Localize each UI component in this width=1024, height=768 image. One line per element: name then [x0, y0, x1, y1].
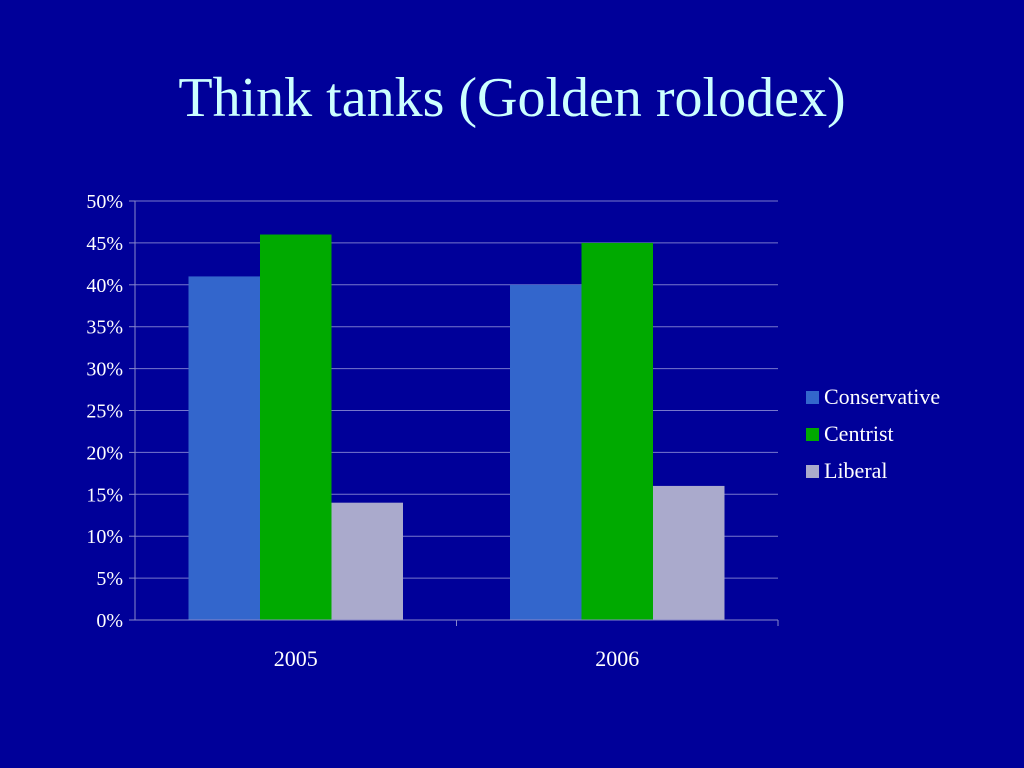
y-tick-label: 10% — [86, 526, 123, 548]
y-tick-label: 20% — [86, 442, 123, 464]
x-category-label: 2005 — [274, 646, 318, 671]
y-tick-label: 15% — [86, 484, 123, 506]
y-tick-label: 30% — [86, 359, 123, 381]
x-category-label: 2006 — [595, 646, 639, 671]
bar-liberal-2006 — [653, 485, 725, 620]
bar-liberal-2005 — [331, 502, 403, 620]
bar-centrist-2005 — [260, 234, 332, 620]
y-tick-label: 35% — [86, 317, 123, 339]
y-tick-label: 50% — [86, 191, 123, 213]
legend-swatch — [806, 428, 819, 441]
legend: Conservative Centrist Liberal — [806, 384, 940, 483]
legend-label: Centrist — [824, 421, 894, 446]
bar-conservative-2005 — [188, 276, 260, 620]
y-tick-label: 5% — [96, 568, 123, 590]
bars — [188, 234, 725, 620]
legend-label: Conservative — [824, 384, 940, 409]
y-tick-label: 25% — [86, 401, 123, 423]
y-tick-label: 45% — [86, 233, 123, 255]
y-tick-label: 40% — [86, 275, 123, 297]
legend-swatch — [806, 391, 819, 404]
legend-label: Liberal — [824, 458, 888, 483]
bar-conservative-2006 — [510, 284, 582, 620]
axes: 0% 5% 10% 15% 20% 25% 30% 35% 40% 45% 50% 2005 2006 — [86, 191, 779, 671]
slide-title: Think tanks (Golden rolodex) — [178, 67, 846, 129]
legend-swatch — [806, 465, 819, 478]
bar-centrist-2006 — [581, 242, 653, 620]
y-tick-label: 0% — [96, 610, 123, 632]
